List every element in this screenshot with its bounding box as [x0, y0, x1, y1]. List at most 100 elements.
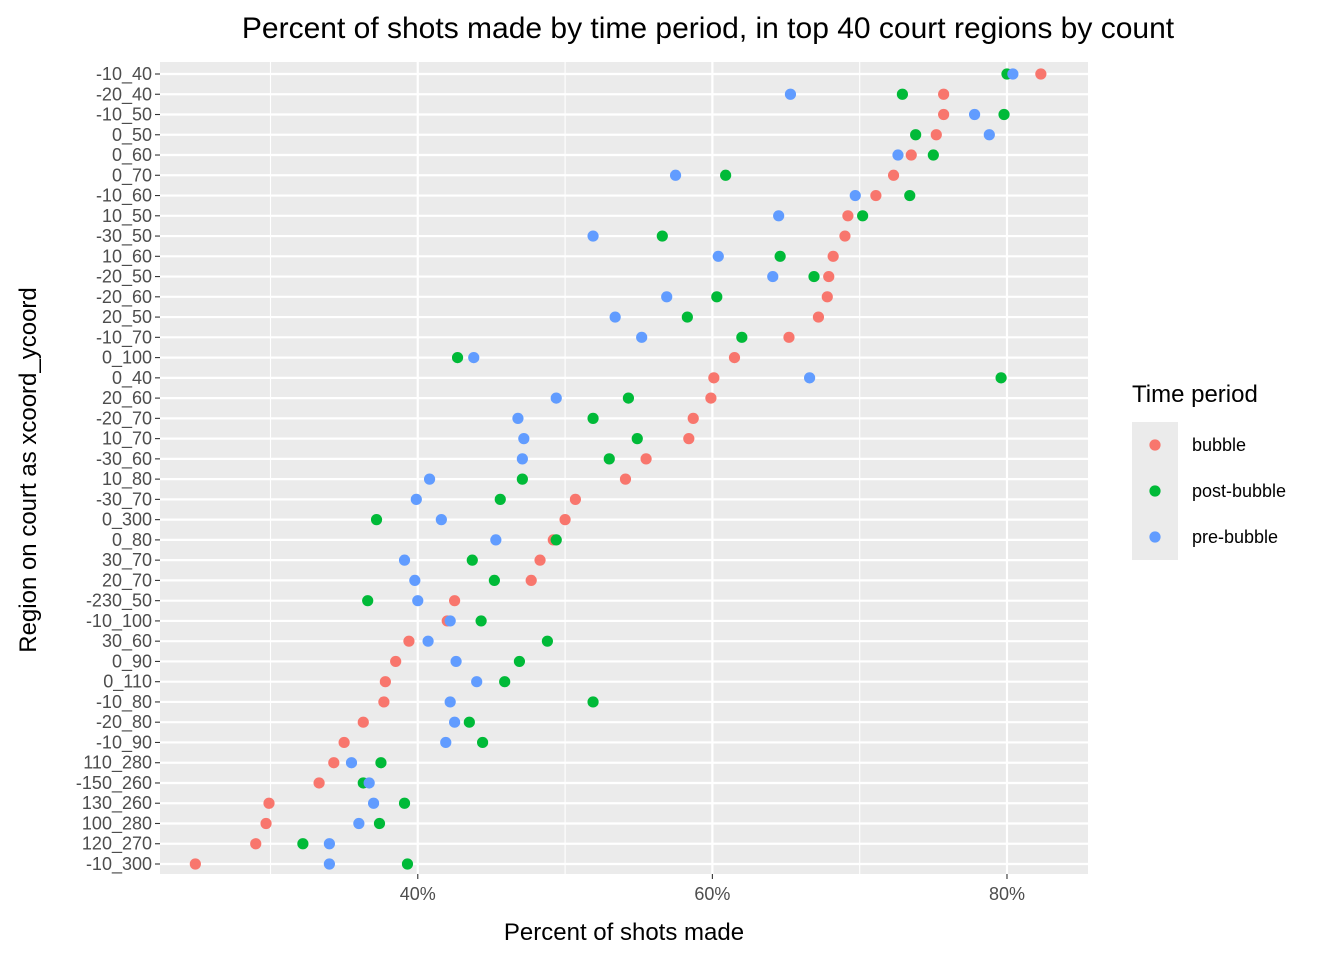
y-axis-ticks: -10_40-20_40-10_500_500_600_70-10_6010_5…	[76, 64, 160, 875]
point-pre-bubble--30_50	[587, 230, 599, 242]
legend-key-pre-bubble	[1149, 531, 1161, 543]
point-bubble-20_60	[705, 392, 717, 404]
point-pre-bubble-20_70	[409, 574, 421, 587]
y-tick-label-35: -150_260	[76, 773, 152, 794]
point-bubble--20_40	[938, 88, 950, 100]
y-tick-label-29: 0_90	[112, 651, 152, 672]
point-post-bubble-0_70	[720, 169, 732, 181]
point-bubble-0_300	[559, 514, 571, 526]
y-tick-label-39: -10_300	[86, 854, 152, 875]
point-bubble--10_300	[189, 858, 201, 870]
y-tick-label-23: 0_80	[112, 530, 152, 551]
point-post-bubble--20_80	[463, 716, 475, 728]
y-tick-label-16: 20_60	[102, 388, 152, 409]
point-pre-bubble-0_110	[471, 676, 483, 688]
point-bubble-100_280	[260, 817, 272, 830]
y-tick-label-2: -10_50	[96, 105, 152, 126]
point-pre-bubble-120_270	[323, 838, 335, 850]
y-tick-label-34: 110_280	[83, 753, 152, 774]
point-pre-bubble-20_50	[609, 311, 621, 323]
point-pre-bubble-10_70	[518, 433, 530, 445]
point-post-bubble--20_50	[808, 270, 820, 283]
y-tick-label-30: 0_110	[103, 672, 152, 693]
y-tick-label-5: 0_70	[112, 165, 152, 186]
point-post-bubble-0_60	[927, 149, 939, 161]
y-tick-label-26: -230_50	[86, 591, 152, 612]
y-tick-label-17: -20_70	[96, 408, 152, 429]
point-post-bubble-100_280	[373, 817, 386, 830]
point-pre-bubble-0_80	[490, 534, 502, 546]
point-bubble--10_70	[783, 331, 795, 343]
y-tick-label-18: 10_70	[102, 429, 152, 450]
point-bubble-10_60	[827, 250, 839, 262]
point-bubble--30_50	[839, 230, 851, 242]
y-tick-label-7: 10_50	[102, 206, 152, 227]
y-tick-label-6: -10_60	[96, 186, 152, 207]
point-post-bubble-0_80	[550, 534, 562, 546]
point-post-bubble--20_70	[587, 412, 599, 424]
point-post-bubble--20_60	[711, 291, 723, 303]
point-pre-bubble--10_90	[440, 736, 452, 749]
point-post-bubble-0_100	[451, 351, 464, 364]
point-bubble--10_90	[338, 736, 350, 749]
point-post-bubble-20_70	[488, 574, 500, 587]
point-pre-bubble--10_100	[444, 615, 456, 627]
point-post-bubble--10_80	[587, 696, 599, 708]
point-post-bubble-10_50	[857, 210, 869, 222]
legend-title: Time period	[1132, 381, 1258, 408]
point-bubble-10_70	[683, 433, 695, 445]
point-post-bubble--10_300	[401, 858, 414, 870]
point-post-bubble--30_60	[603, 453, 615, 465]
point-post-bubble--10_50	[998, 108, 1010, 121]
point-pre-bubble-0_90	[450, 655, 462, 668]
point-bubble--20_70	[687, 412, 699, 424]
point-pre-bubble--230_50	[412, 595, 424, 607]
y-tick-label-28: 30_60	[102, 631, 152, 652]
point-pre-bubble-0_300	[435, 514, 447, 526]
y-tick-label-19: -30_60	[96, 449, 152, 470]
legend-key-bubble	[1149, 439, 1161, 451]
y-tick-label-3: 0_50	[112, 125, 152, 146]
x-tick-label-1: 60%	[694, 884, 730, 904]
y-tick-label-11: -20_60	[96, 287, 152, 308]
point-bubble-0_110	[379, 676, 391, 688]
y-tick-label-31: -10_80	[96, 692, 152, 713]
data-points	[189, 68, 1047, 870]
point-bubble-20_70	[525, 574, 537, 587]
point-pre-bubble-0_70	[669, 169, 682, 181]
y-tick-label-9: 10_60	[102, 246, 152, 267]
y-tick-label-21: -30_70	[96, 489, 152, 510]
grid-lines	[160, 62, 1088, 874]
point-pre-bubble--20_40	[784, 88, 797, 100]
x-tick-label-2: 80%	[989, 884, 1025, 904]
point-post-bubble--10_90	[476, 736, 489, 749]
point-post-bubble-10_80	[516, 473, 528, 485]
point-bubble-0_40	[708, 372, 720, 384]
point-post-bubble-30_60	[541, 635, 554, 647]
point-pre-bubble-0_100	[468, 351, 480, 364]
point-pre-bubble--30_70	[410, 493, 422, 505]
point-bubble-130_260	[263, 797, 275, 809]
point-bubble-30_60	[403, 635, 415, 647]
point-post-bubble-10_60	[774, 250, 786, 262]
y-tick-label-4: 0_60	[112, 145, 152, 166]
point-bubble--20_80	[357, 716, 369, 728]
point-pre-bubble-10_80	[423, 473, 436, 485]
point-post-bubble-0_50	[910, 129, 922, 141]
point-pre-bubble--10_50	[968, 108, 981, 121]
y-tick-label-12: 20_50	[102, 307, 152, 328]
point-post-bubble-110_280	[375, 757, 387, 769]
chart-title: Percent of shots made by time period, in…	[242, 12, 1175, 45]
point-post-bubble-120_270	[297, 838, 309, 850]
point-bubble--20_60	[821, 291, 833, 303]
point-post-bubble--30_50	[656, 230, 668, 242]
legend-key-post-bubble	[1149, 485, 1161, 497]
point-bubble--20_50	[823, 270, 835, 283]
point-bubble--10_60	[870, 189, 882, 202]
y-tick-label-15: 0_40	[112, 368, 152, 389]
point-post-bubble-0_90	[513, 655, 526, 668]
y-tick-label-14: 0_100	[102, 348, 152, 369]
point-bubble-30_70	[534, 554, 546, 566]
point-pre-bubble--20_70	[512, 412, 524, 424]
